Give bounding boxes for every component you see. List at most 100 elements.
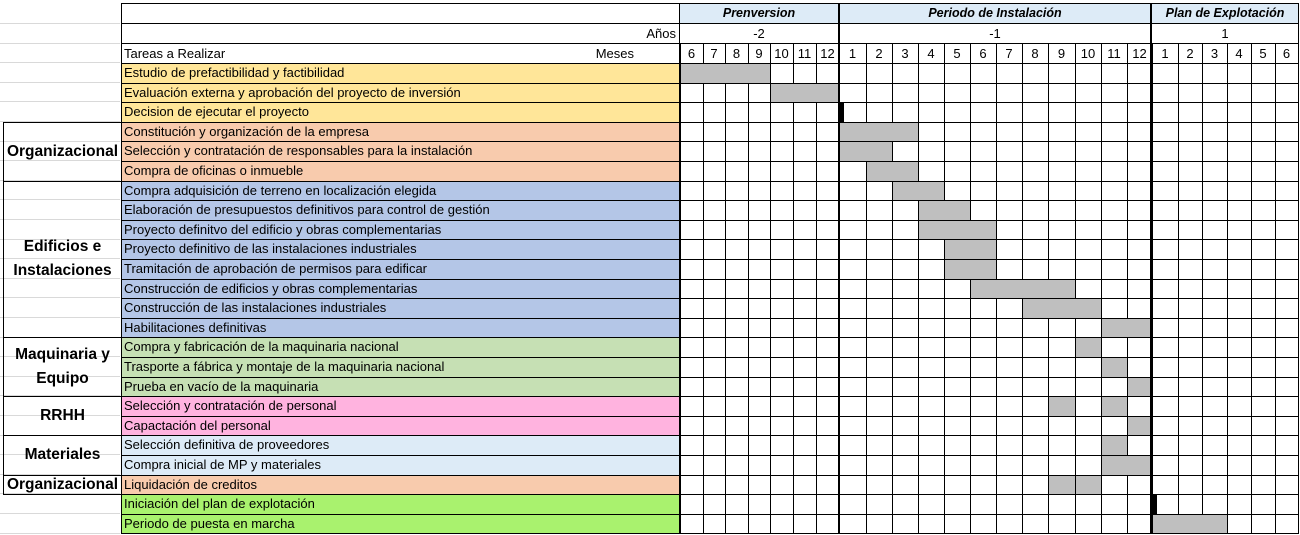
month-cell[interactable]: 6 [979, 46, 987, 61]
gantt-bar[interactable] [867, 162, 918, 181]
year-value-prenversion[interactable]: -2 [753, 26, 765, 41]
phase-header-explotacion[interactable]: Plan de Explotación [1152, 4, 1298, 23]
gantt-bar[interactable] [1023, 299, 1101, 318]
month-cell[interactable]: 12 [1132, 46, 1147, 61]
gantt-bar[interactable] [1076, 476, 1101, 494]
grid-hline [680, 475, 1298, 476]
month-cell[interactable]: 8 [1031, 46, 1039, 61]
task-row-label[interactable]: Liquidación de creditos [122, 475, 679, 494]
month-cell[interactable]: 6 [687, 46, 696, 61]
task-row-label[interactable]: Selección y contratación de personal [122, 396, 679, 416]
grid-vline [1101, 44, 1102, 533]
year-value-instalacion[interactable]: -1 [989, 26, 1001, 41]
gantt-bar[interactable] [1102, 436, 1127, 455]
category-label[interactable]: Materiales [24, 446, 101, 463]
phase-header-prenversion[interactable]: Prenversion [680, 4, 838, 23]
category-border-left [3, 396, 4, 435]
task-row-label[interactable]: Elaboración de presupuestos definitivos … [122, 200, 679, 220]
gantt-bar[interactable] [1049, 476, 1075, 494]
task-row-label[interactable]: Trasporte a fábrica y montaje de la maqu… [122, 357, 679, 377]
month-cell[interactable]: 2 [1186, 46, 1194, 61]
gantt-bar[interactable] [1153, 515, 1227, 533]
gantt-bar[interactable] [1102, 456, 1152, 475]
month-cell[interactable]: 10 [774, 46, 789, 61]
months-label[interactable]: Meses [595, 46, 634, 61]
gantt-bar[interactable] [681, 64, 770, 83]
grid-vline [703, 44, 704, 533]
task-row-label[interactable]: Selección y contratación de responsables… [122, 141, 679, 161]
gantt-bar[interactable] [1102, 358, 1127, 377]
years-label[interactable]: Años [646, 26, 676, 41]
category-label[interactable]: Maquinaria y Equipo [15, 345, 110, 387]
gantt-bar[interactable] [1049, 397, 1075, 416]
gantt-bar[interactable] [1076, 338, 1101, 357]
task-row-label[interactable]: Capactación del personal [122, 416, 679, 435]
task-row-label[interactable]: Periodo de puesta en marcha [122, 514, 679, 533]
phase-header-instalacion[interactable]: Periodo de Instalación [840, 4, 1150, 23]
task-row-label[interactable]: Proyecto definitivo de las instalaciones… [122, 239, 679, 259]
category-label[interactable]: RRHH [40, 406, 85, 424]
month-cell[interactable]: 5 [953, 46, 961, 61]
task-row-label[interactable]: Compra adquisición de terreno en localiz… [122, 181, 679, 200]
month-cell[interactable]: 9 [755, 46, 763, 61]
month-cell[interactable]: 7 [1005, 46, 1013, 61]
year-value-explotacion[interactable]: 1 [1221, 26, 1229, 41]
month-cell[interactable]: 11 [797, 46, 812, 61]
gantt-bar[interactable] [840, 123, 918, 141]
task-row-label[interactable]: Constitución y organización de la empres… [122, 122, 679, 141]
gantt-bar[interactable] [893, 182, 944, 200]
month-cell[interactable]: 11 [1107, 46, 1121, 61]
grid-hline [680, 239, 1298, 240]
gantt-bar[interactable] [971, 280, 1075, 298]
month-cell[interactable]: 1 [848, 46, 857, 61]
gantt-bar[interactable] [1102, 319, 1152, 337]
grid-vline [770, 44, 771, 533]
task-row-label[interactable]: Habilitaciones definitivas [122, 318, 679, 337]
tasks-column-header[interactable]: Tareas a Realizar [124, 46, 226, 61]
task-row-label[interactable]: Prueba en vacío de la maquinaria [122, 377, 679, 396]
month-cell[interactable]: 9 [1057, 46, 1066, 61]
gantt-bar[interactable] [945, 260, 996, 279]
month-cell[interactable]: 7 [710, 46, 718, 61]
month-cell[interactable]: 10 [1080, 46, 1096, 61]
task-row-label[interactable]: Construcción de las instalaciones indust… [122, 298, 679, 318]
task-row-label[interactable]: Compra inicial de MP y materiales [122, 455, 679, 475]
task-row-label[interactable]: Decision de ejecutar el proyecto [122, 102, 679, 122]
milestone-marker[interactable] [840, 103, 844, 122]
month-cell[interactable]: 3 [1210, 46, 1219, 61]
task-row-label[interactable]: Compra de oficinas o inmueble [122, 161, 679, 181]
task-row-label[interactable]: Compra y fabricación de la maquinaria na… [122, 337, 679, 357]
gantt-bar[interactable] [945, 240, 996, 259]
month-cell[interactable]: 4 [927, 46, 935, 61]
category-label[interactable]: Organizacional [6, 475, 119, 493]
grid-hline [680, 377, 1298, 378]
task-row-border [122, 122, 680, 123]
milestone-marker[interactable] [1153, 495, 1157, 514]
task-row-label[interactable]: Evaluación externa y aprobación del proy… [122, 83, 679, 102]
grid-hline [680, 220, 1298, 221]
month-cell[interactable]: 6 [1282, 46, 1291, 61]
category-label[interactable]: Edificios e Instalaciones [13, 238, 112, 279]
tasks-bottom-border [121, 533, 1299, 534]
month-cell[interactable]: 8 [732, 46, 741, 61]
gantt-bar[interactable] [919, 201, 970, 220]
task-row-label[interactable]: Iniciación del plan de explotación [122, 494, 679, 514]
gantt-bar[interactable] [771, 84, 839, 102]
month-cell[interactable]: 5 [1259, 46, 1267, 61]
month-cell[interactable]: 12 [820, 46, 835, 61]
task-row-label[interactable]: Tramitación de aprobación de permisos pa… [122, 259, 679, 279]
gantt-bar[interactable] [840, 142, 892, 161]
gantt-bar[interactable] [1128, 378, 1152, 396]
category-label[interactable]: Organizacional [6, 142, 119, 160]
gantt-bar[interactable] [1128, 417, 1152, 435]
task-row-label[interactable]: Estudio de prefactibilidad y factibilida… [122, 63, 679, 83]
month-cell[interactable]: 4 [1235, 46, 1243, 61]
month-cell[interactable]: 2 [875, 46, 883, 61]
task-row-label[interactable]: Proyecto definitvo del edificio y obras … [122, 220, 679, 239]
month-cell[interactable]: 3 [901, 46, 909, 61]
month-cell[interactable]: 1 [1161, 46, 1169, 61]
task-row-label[interactable]: Construcción de edificios y obras comple… [122, 279, 679, 298]
task-row-label[interactable]: Selección definitiva de proveedores [122, 435, 679, 455]
gantt-bar[interactable] [919, 221, 996, 239]
gantt-bar[interactable] [1102, 397, 1127, 416]
